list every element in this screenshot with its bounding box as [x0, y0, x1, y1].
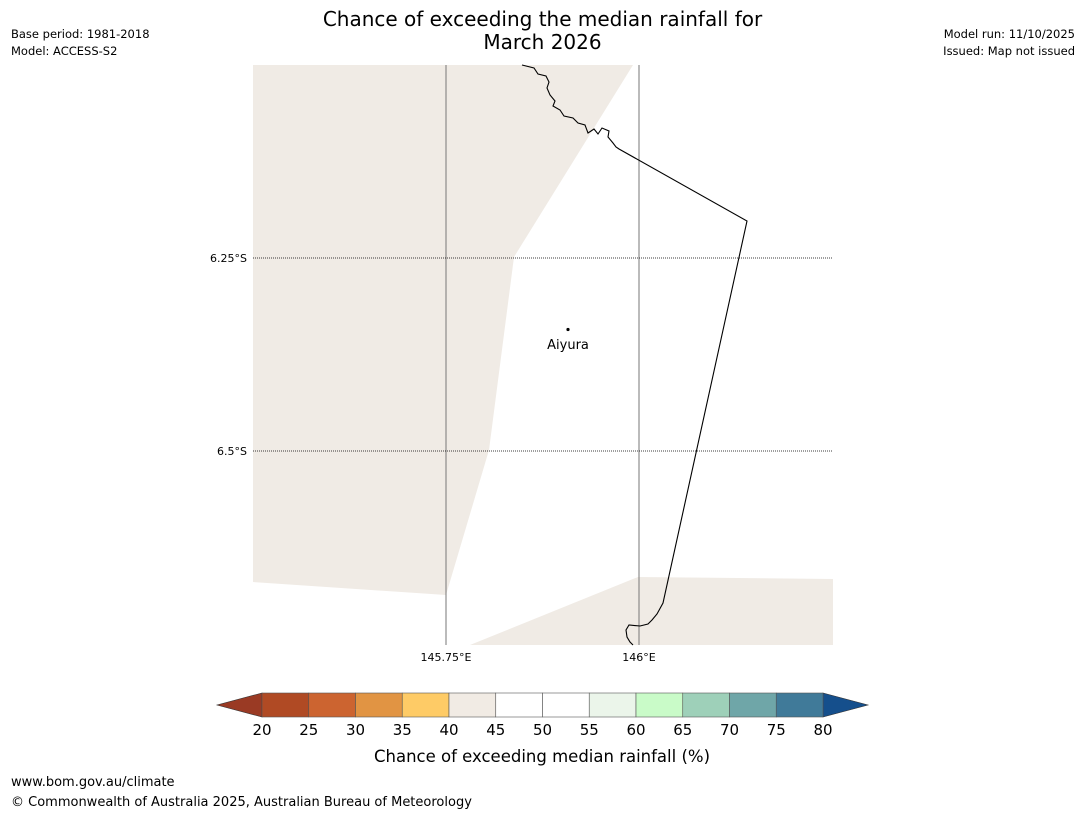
colorbar-segment	[495, 692, 543, 718]
colorbar-tick-label: 80	[813, 721, 832, 739]
colorbar-tick-label: 25	[299, 721, 318, 739]
colorbar-segment	[542, 692, 590, 718]
colorbar-segment	[775, 692, 824, 718]
colorbar-segment	[355, 692, 403, 718]
map-title: Chance of exceeding the median rainfall …	[0, 8, 1085, 54]
lon-label-146: 146°E	[622, 651, 655, 664]
colorbar-tick-label: 60	[626, 721, 645, 739]
footer-website: www.bom.gov.au/climate	[11, 775, 175, 790]
province-boundary	[521, 64, 748, 646]
colorbar-segment	[588, 692, 637, 718]
colorbar-segment	[448, 692, 497, 718]
issued-status: Issued: Map not issued	[943, 44, 1075, 58]
colorbar-tick-label: 65	[673, 721, 692, 739]
colorbar-tick-label: 75	[767, 721, 786, 739]
footer-copyright: © Commonwealth of Australia 2025, Austra…	[11, 795, 472, 810]
location-marker	[566, 327, 570, 332]
lat-label-6-5: 6.5°S	[217, 445, 247, 458]
colorbar-segment	[729, 692, 777, 718]
lon-label-145-75: 145.75°E	[421, 651, 472, 664]
colorbar-tick-label: 70	[720, 721, 739, 739]
colorbar-segment	[308, 692, 356, 718]
colorbar-tick-label: 20	[252, 721, 271, 739]
model-name: Model: ACCESS-S2	[11, 44, 118, 58]
colorbar-ticks: 20 25 30 35 40 45 50 55 60 65 70 75 80	[252, 721, 832, 739]
metadata-right: Model run: 11/10/2025 Issued: Map not is…	[943, 26, 1075, 60]
colorbar-tick-label: 30	[346, 721, 365, 739]
colorbar-tick-label: 40	[439, 721, 458, 739]
colorbar-tick-label: 35	[393, 721, 412, 739]
model-run: Model run: 11/10/2025	[943, 27, 1075, 41]
colorbar-over-arrow	[822, 692, 870, 718]
colorbar-segment	[261, 692, 310, 718]
probability-region-southeast	[470, 577, 833, 645]
colorbar-under-arrow	[215, 692, 263, 718]
title-line-2: March 2026	[483, 30, 602, 54]
base-period: Base period: 1981-2018	[11, 27, 150, 41]
colorbar-label: Chance of exceeding median rainfall (%)	[374, 747, 710, 766]
colorbar-tick-label: 45	[486, 721, 505, 739]
colorbar-segment	[635, 692, 684, 718]
lat-label-6-25: 6.25°S	[210, 252, 247, 265]
metadata-left: Base period: 1981-2018 Model: ACCESS-S2	[11, 26, 150, 60]
colorbar-segment	[682, 692, 730, 718]
colorbar-segment	[401, 692, 450, 718]
colorbar-tick-label: 50	[533, 721, 552, 739]
title-line-1: Chance of exceeding the median rainfall …	[322, 7, 763, 31]
location-label: Aiyura	[547, 338, 589, 353]
colorbar-tick-label: 55	[580, 721, 599, 739]
colorbar-segments	[261, 692, 824, 718]
probability-region-west	[253, 65, 633, 595]
